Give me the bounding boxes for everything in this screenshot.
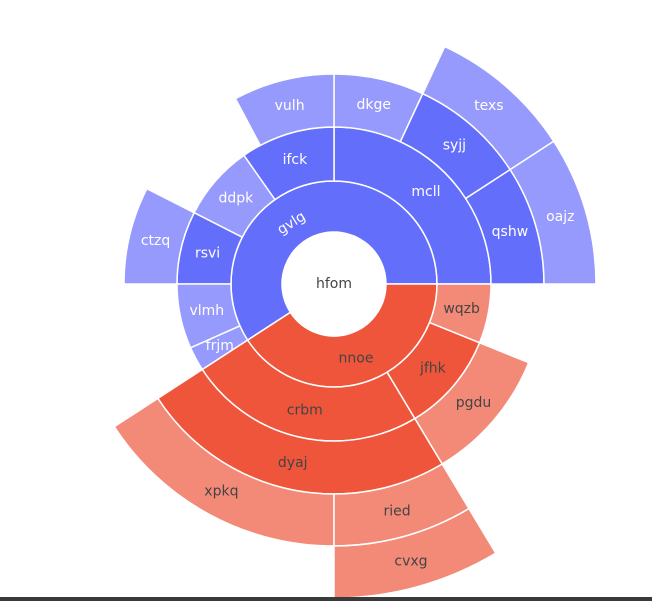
label-dkge: dkge bbox=[356, 97, 391, 113]
label-dyaj: dyaj bbox=[278, 455, 308, 471]
segment-ctzq[interactable] bbox=[123, 187, 196, 285]
label-crbm: crbm bbox=[287, 403, 323, 419]
label-vulh: vulh bbox=[275, 98, 305, 114]
label-nnoe: nnoe bbox=[339, 350, 374, 366]
labels-layer: gvlgnnoemcllifckddpkrsvivlmhfrjmwqzbjfhk… bbox=[141, 97, 575, 570]
label-mcll: mcll bbox=[411, 184, 440, 200]
label-rsvi: rsvi bbox=[195, 246, 220, 262]
segments-layer bbox=[113, 45, 597, 599]
label-qshw: qshw bbox=[492, 224, 529, 240]
label-wqzb: wqzb bbox=[443, 301, 480, 317]
segment-vulh[interactable] bbox=[234, 73, 335, 147]
label-ifck: ifck bbox=[283, 152, 309, 168]
label-ctzq: ctzq bbox=[141, 233, 170, 249]
label-oajz: oajz bbox=[546, 209, 574, 225]
label-xpkq: xpkq bbox=[204, 483, 238, 499]
label-syjj: syjj bbox=[443, 138, 466, 154]
label-ried: ried bbox=[383, 503, 410, 519]
label-vlmh: vlmh bbox=[189, 303, 224, 319]
bottom-divider bbox=[0, 597, 652, 601]
segment-texs[interactable] bbox=[421, 45, 555, 171]
label-pgdu: pgdu bbox=[456, 395, 492, 411]
root-label: hfom bbox=[316, 276, 352, 292]
segment-pgdu[interactable] bbox=[413, 341, 530, 466]
label-ddpk: ddpk bbox=[218, 191, 254, 207]
label-cvxg: cvxg bbox=[394, 554, 427, 570]
label-frjm: frjm bbox=[206, 338, 234, 354]
segment-cvxg[interactable] bbox=[333, 507, 497, 599]
label-texs: texs bbox=[474, 98, 503, 114]
segment-oajz[interactable] bbox=[509, 140, 597, 285]
label-jfhk: jfhk bbox=[419, 360, 447, 376]
